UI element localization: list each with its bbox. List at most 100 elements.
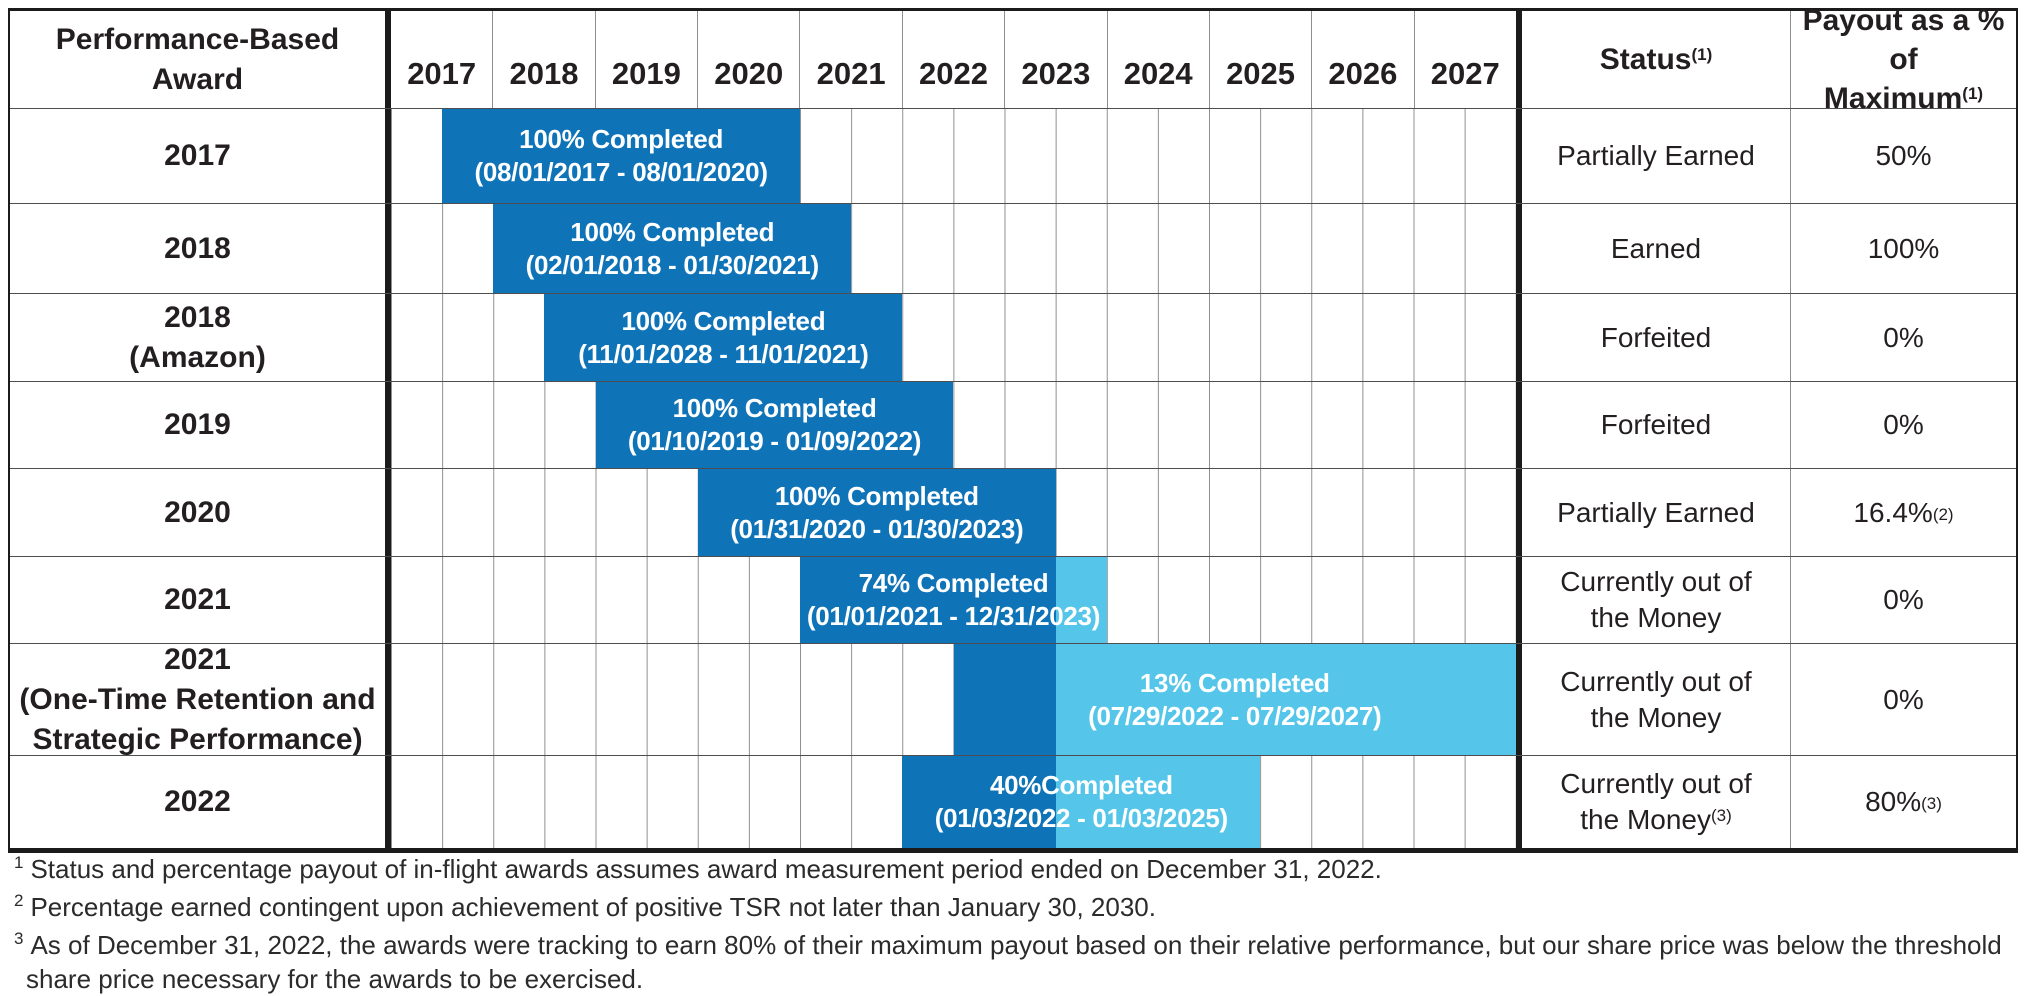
timeline-cell: 100% Completed (01/31/2020 - 01/30/2023) xyxy=(385,469,1522,556)
payout-header-cell: Payout as a % of Maximum(1) xyxy=(1790,4,2016,115)
award-row: 2018 (Amazon) 100% Completed (11/01/2028 -… xyxy=(10,293,2016,381)
year-header-cell: 2019 xyxy=(594,11,697,108)
gantt-bar: 74% Completed (01/01/2021 - 12/31/2023) xyxy=(800,557,1107,643)
payout-cell: 80% (3) xyxy=(1790,756,2016,848)
year-header-cell: 2024 xyxy=(1106,11,1209,108)
status-cell: Earned xyxy=(1610,232,1702,264)
year-header-cell: 2027 xyxy=(1413,11,1516,108)
footnote-2: 2 Percentage earned contingent upon achie… xyxy=(10,890,2015,924)
award-row: 2021 (One-Time Retention and Strategic Per… xyxy=(10,642,2016,756)
timeline-cell: 100% Completed (11/01/2028 - 11/01/2021) xyxy=(385,294,1522,381)
gantt-bar: 100% Completed (01/10/2019 - 01/09/2022) xyxy=(595,382,954,468)
award-label: 2022 xyxy=(164,785,231,818)
payout-footnote-marker: (1) xyxy=(1962,84,1984,103)
year-axis: 2017 2018 2019 2020 2021 2022 2023 2024 … xyxy=(391,11,1516,108)
award-label: 2019 xyxy=(164,408,231,441)
payout-cell: 0% xyxy=(1790,557,2016,643)
award-row: 2020 100% Completed (01/31/2020 - 01/30/2… xyxy=(10,468,2016,556)
award-row: 2018 100% Completed (02/01/2018 - 01/30/2… xyxy=(10,203,2016,293)
status-cell: Forfeited xyxy=(1600,409,1712,440)
status-cell: Currently out of the Money xyxy=(1560,566,1752,633)
header-row: Performance-Based Award 2017 2018 2019 2… xyxy=(10,4,2016,115)
status-cell: Forfeited xyxy=(1600,321,1712,353)
year-header-cell: 2017 xyxy=(407,56,477,91)
award-label: 2017 xyxy=(164,139,231,172)
award-row: 2021 74% Completed (01/01/2021 - 12/31/20… xyxy=(10,556,2016,643)
award-label: 2021 xyxy=(164,583,231,616)
timeline-header-cell: 2017 2018 2019 2020 2021 2022 2023 2024 … xyxy=(385,11,1522,108)
award-label: 2018 xyxy=(164,231,231,265)
bar-label: 100% Completed (01/31/2020 - 01/30/2023) xyxy=(730,480,1024,544)
bar-label: 100% Completed (08/01/2017 - 08/01/2020) xyxy=(474,124,768,187)
payout-cell: 16.4% (2) xyxy=(1790,469,2016,556)
year-header-cell: 2023 xyxy=(1004,11,1106,108)
footnote-text: As of December 31, 2022, the awards were… xyxy=(26,930,2002,994)
footnote-number: 1 xyxy=(14,853,24,873)
timeline-cell: 100% Completed (01/10/2019 - 01/09/2022) xyxy=(385,382,1522,468)
bar-completed-segment xyxy=(902,756,1056,848)
award-header-cell: Performance-Based Award xyxy=(10,11,385,108)
bar-remaining-segment xyxy=(1055,644,1516,755)
year-header-cell: 2025 xyxy=(1208,11,1311,108)
timeline-cell: 74% Completed (01/01/2021 - 12/31/2023) xyxy=(385,557,1522,643)
year-header-cell: 2020 xyxy=(697,11,799,108)
bar-label: 40%Completed (01/03/2022 - 01/03/2025) xyxy=(934,770,1228,833)
status-cell: Currently out of the Money xyxy=(1560,665,1752,733)
footnote-text: Status and percentage payout of in-fligh… xyxy=(30,854,1382,884)
bar-label: 13% Completed (07/29/2022 - 07/29/2027) xyxy=(1088,667,1382,731)
bar-completed-segment xyxy=(800,557,1056,643)
award-header-line1: Performance-Based xyxy=(55,22,340,56)
award-label: 2020 xyxy=(164,495,231,529)
footnote-1: 1 Status and percentage payout of in-flig… xyxy=(10,852,2015,886)
footnote-text: Percentage earned contingent upon achiev… xyxy=(30,892,1156,922)
award-header-line2: Award xyxy=(151,62,244,96)
bar-label: 100% Completed (01/10/2019 - 01/09/2022) xyxy=(627,393,922,456)
gantt-bar: 100% Completed (01/31/2020 - 01/30/2023) xyxy=(697,469,1056,556)
awards-gantt-table: Performance-Based Award 2017 2018 2019 2… xyxy=(8,4,2018,853)
bar-completed-segment xyxy=(442,109,801,203)
year-header-cell: 2018 xyxy=(492,11,594,108)
bar-completed-segment xyxy=(493,204,852,293)
award-label: 2021 (One-Time Retention and Strategic Per… xyxy=(19,642,376,756)
gantt-bar: 100% Completed (08/01/2017 - 08/01/2020) xyxy=(442,109,801,203)
bar-remaining-segment xyxy=(1055,756,1261,848)
award-label: 2018 (Amazon) xyxy=(129,300,266,374)
bar-completed-segment xyxy=(697,469,1056,556)
bar-completed-segment xyxy=(953,644,1056,755)
gantt-bar: 100% Completed (11/01/2028 - 11/01/2021) xyxy=(544,294,903,381)
payout-cell: 50% xyxy=(1790,109,2016,203)
bar-remaining-segment xyxy=(1055,557,1107,643)
footnote-3: 3 As of December 31, 2022, the awards wer… xyxy=(10,928,2015,996)
status-cell: Partially Earned xyxy=(1557,496,1755,528)
footnote-number: 3 xyxy=(14,929,24,949)
footnotes: 1 Status and percentage payout of in-flig… xyxy=(10,852,2015,996)
timeline-cell: 100% Completed (02/01/2018 - 01/30/2021) xyxy=(385,204,1522,293)
year-header-cell: 2022 xyxy=(901,11,1004,108)
status-cell: Currently out of the Money(3) xyxy=(1560,768,1752,835)
timeline-cell: 13% Completed (07/29/2022 - 07/29/2027) xyxy=(385,644,1522,755)
gantt-bar: 13% Completed (07/29/2022 - 07/29/2027) xyxy=(953,644,1516,755)
award-row: 2017 100% Completed (08/01/2017 - 08/01/2… xyxy=(10,108,2016,203)
bar-completed-segment xyxy=(544,294,903,381)
payout-cell: 0% xyxy=(1790,382,2016,468)
bar-completed-segment xyxy=(595,382,954,468)
award-row: 2022 40%Completed (01/03/2022 - 01/03/202… xyxy=(10,755,2016,848)
year-header-cell: 2026 xyxy=(1311,11,1413,108)
year-header-cell: 2021 xyxy=(799,11,901,108)
bar-label: 100% Completed (11/01/2028 - 11/01/2021) xyxy=(578,305,869,369)
timeline-cell: 40%Completed (01/03/2022 - 01/03/2025) xyxy=(385,756,1522,848)
footnote-number: 2 xyxy=(14,891,24,911)
timeline-cell: 100% Completed (08/01/2017 - 08/01/2020) xyxy=(385,109,1522,203)
status-header-cell: Status(1) xyxy=(1599,43,1713,76)
gantt-bar: 40%Completed (01/03/2022 - 01/03/2025) xyxy=(902,756,1261,848)
payout-cell: 0% xyxy=(1790,294,2016,381)
payout-cell: 100% xyxy=(1790,204,2016,293)
status-footnote-marker: (1) xyxy=(1691,45,1713,64)
award-row: 2019 100% Completed (01/10/2019 - 01/09/2… xyxy=(10,381,2016,468)
bar-label: 100% Completed (02/01/2018 - 01/30/2021) xyxy=(525,216,819,280)
payout-cell: 0% xyxy=(1790,644,2016,755)
gantt-bar: 100% Completed (02/01/2018 - 01/30/2021) xyxy=(493,204,852,293)
status-cell: Partially Earned xyxy=(1557,140,1755,171)
bar-label: 74% Completed (01/01/2021 - 12/31/2023) xyxy=(806,568,1101,631)
